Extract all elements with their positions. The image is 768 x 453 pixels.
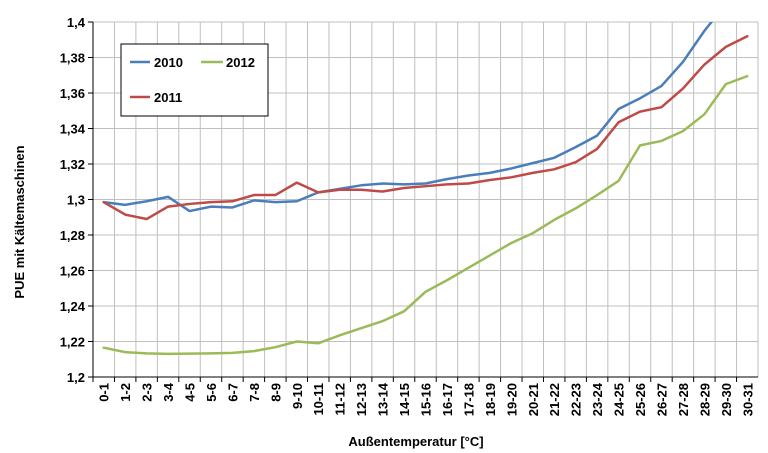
x-tick-label: 9-10 xyxy=(290,383,305,409)
plot-area xyxy=(102,22,749,356)
x-tick-label: 8-9 xyxy=(268,383,283,402)
y-axis-ticks: 1,2 1,22 1,24 1,26 1,28 1,3 1,32 1,34 1,36 1,38 1,… xyxy=(60,15,758,385)
x-tick-label: 14-15 xyxy=(397,383,412,416)
x-tick-label: 29-30 xyxy=(719,383,734,416)
x-tick-label: 16-17 xyxy=(440,383,455,416)
x-tick-label: 30-31 xyxy=(740,383,755,416)
x-tick-label: 20-21 xyxy=(526,383,541,416)
y-tick-label: 1,24 xyxy=(60,299,86,314)
series-line-2011 xyxy=(102,34,749,221)
x-tick-label: 17-18 xyxy=(461,383,476,416)
y-tick-label: 1,26 xyxy=(60,264,85,279)
y-tick-label: 1,22 xyxy=(60,335,85,350)
series-line-2012 xyxy=(102,74,749,356)
x-tick-label: 15-16 xyxy=(419,383,434,416)
y-tick-label: 1,2 xyxy=(67,370,85,385)
y-tick-label: 1,4 xyxy=(67,15,86,30)
x-tick-label: 25-26 xyxy=(633,383,648,416)
x-tick-label: 22-23 xyxy=(569,383,584,416)
x-tick-label: 2-3 xyxy=(140,383,155,402)
x-tick-label: 21-22 xyxy=(547,383,562,416)
x-tick-label: 7-8 xyxy=(247,383,262,402)
x-tick-label: 19-20 xyxy=(504,383,519,416)
y-tick-label: 1,3 xyxy=(67,193,85,208)
y-tick-label: 1,32 xyxy=(60,157,85,172)
x-axis-title: Außentemperatur [°C] xyxy=(348,434,483,449)
x-axis-ticks: 0-1 1-2 2-3 3-4 4-5 5-6 6-7 7-8 8-9 9-10 10-11 11-1… xyxy=(92,377,755,416)
legend-label-2011: 2011 xyxy=(154,90,182,105)
x-tick-label: 24-25 xyxy=(612,383,627,416)
y-tick-label: 1,28 xyxy=(60,228,85,243)
y-tick-label: 1,34 xyxy=(60,122,86,137)
x-tick-label: 18-19 xyxy=(483,383,498,416)
x-tick-label: 26-27 xyxy=(654,383,669,416)
y-tick-label: 1,38 xyxy=(60,51,85,66)
x-tick-label: 28-29 xyxy=(697,383,712,416)
x-tick-label: 3-4 xyxy=(161,382,176,402)
x-tick-label: 13-14 xyxy=(376,382,391,416)
legend-label-2010: 2010 xyxy=(154,55,183,70)
x-tick-label: 1-2 xyxy=(118,383,133,402)
y-tick-label: 1,36 xyxy=(60,86,85,101)
x-tick-label: 11-12 xyxy=(333,383,348,416)
legend-label-2012: 2012 xyxy=(226,55,255,70)
x-tick-label: 10-11 xyxy=(311,383,326,416)
x-tick-label: 5-6 xyxy=(204,383,219,402)
legend: 2010 2012 2011 xyxy=(120,43,269,117)
x-tick-label: 6-7 xyxy=(225,383,240,402)
x-tick-label: 27-28 xyxy=(676,383,691,416)
x-tick-label: 4-5 xyxy=(183,383,198,402)
x-tick-label: 23-24 xyxy=(590,382,605,416)
series-line-2010 xyxy=(102,22,714,213)
x-tick-label: 0-1 xyxy=(97,383,112,402)
legend-box xyxy=(120,43,269,117)
x-tick-label: 12-13 xyxy=(354,383,369,416)
y-axis-title: PUE mit Kältemaschinen xyxy=(12,145,27,298)
